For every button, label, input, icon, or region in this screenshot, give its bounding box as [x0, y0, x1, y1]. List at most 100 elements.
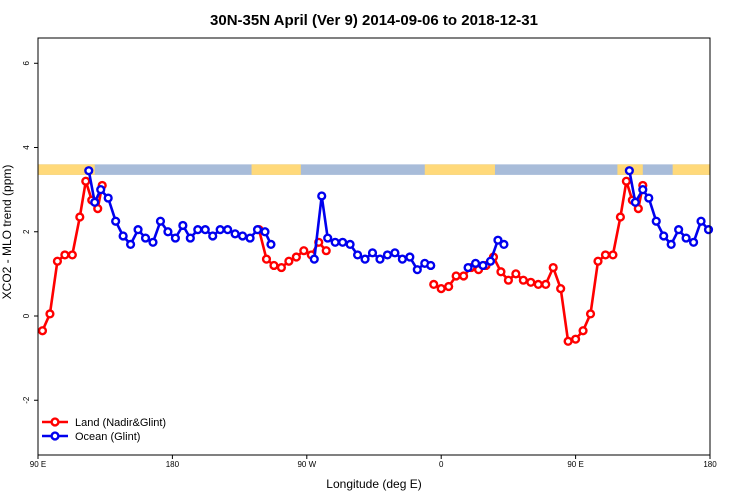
data-point	[215, 225, 225, 235]
y-tick-label: 0	[22, 313, 31, 318]
data-point	[478, 260, 488, 271]
x-tick-label: 0	[439, 460, 444, 469]
data-point	[338, 237, 348, 247]
data-point	[548, 262, 558, 273]
data-point	[556, 284, 566, 294]
x-tick-label: 90 E	[567, 460, 583, 469]
data-point	[352, 250, 363, 260]
data-point	[688, 237, 699, 247]
legend: Land (Nadir&Glint) Ocean (Glint)	[42, 417, 166, 443]
series-ocean	[84, 166, 714, 275]
data-point	[429, 279, 439, 290]
data-point	[252, 225, 263, 235]
data-point	[84, 166, 94, 176]
data-point	[67, 250, 77, 260]
data-point	[323, 233, 333, 243]
data-point	[52, 256, 63, 266]
data-point	[444, 281, 454, 292]
x-axis-label: Longitude (deg E)	[326, 477, 421, 491]
data-point	[703, 225, 714, 235]
data-point	[412, 265, 422, 275]
surface-type-band	[38, 164, 710, 175]
data-point	[541, 279, 551, 290]
data-point	[615, 212, 626, 222]
data-point	[397, 254, 407, 264]
data-point	[485, 256, 496, 266]
y-tick-label: 6	[22, 60, 31, 65]
data-point	[321, 246, 331, 256]
data-point	[291, 252, 301, 262]
plot-frame	[37, 37, 711, 456]
band-land	[424, 164, 495, 175]
data-point	[426, 260, 436, 271]
data-point	[330, 237, 340, 247]
chart-title: 30N-35N April (Ver 9) 2014-09-06 to 2018…	[210, 12, 538, 29]
legend-label: Ocean (Glint)	[75, 431, 140, 443]
data-point	[237, 231, 248, 241]
axis-ticks: 90 E 180 90 W 0 90 E 180 -2 0 2 4 6	[22, 60, 717, 469]
data-point	[193, 225, 203, 235]
data-point	[651, 216, 661, 226]
series-line	[433, 179, 645, 343]
data-point	[638, 185, 648, 195]
data-point	[493, 235, 503, 245]
data-point	[276, 262, 287, 273]
data-point	[499, 239, 509, 249]
data-point	[511, 269, 521, 279]
data-point	[644, 193, 654, 203]
data-point	[533, 279, 543, 290]
data-point	[45, 309, 55, 319]
data-point	[585, 309, 596, 319]
data-point	[593, 256, 603, 266]
legend-marker	[50, 417, 60, 427]
data-point	[223, 225, 233, 235]
data-point	[317, 191, 327, 201]
data-point	[526, 277, 536, 287]
data-point	[578, 326, 588, 336]
data-point	[284, 256, 294, 266]
data-point	[459, 271, 469, 281]
data-point	[60, 250, 70, 260]
data-point	[674, 225, 684, 235]
data-point	[367, 248, 378, 258]
data-point	[630, 197, 640, 207]
x-tick-label: 90 W	[297, 460, 316, 469]
data-point	[600, 250, 611, 260]
band-land	[251, 164, 301, 175]
data-point	[666, 239, 676, 249]
data-point	[496, 267, 506, 277]
legend-marker	[50, 431, 60, 441]
band-ocean	[38, 164, 710, 175]
data-point	[382, 250, 393, 260]
data-point	[463, 262, 473, 273]
data-point	[170, 233, 180, 243]
data-point	[624, 166, 634, 176]
data-point	[345, 239, 355, 249]
data-point	[96, 185, 106, 195]
data-point	[659, 231, 669, 241]
data-point	[81, 176, 91, 186]
data-point	[155, 216, 166, 226]
legend-label: Land (Nadir&Glint)	[75, 417, 166, 429]
data-point	[260, 227, 270, 237]
series-layer	[37, 166, 714, 346]
x-tick-label: 180	[703, 460, 717, 469]
x-tick-label: 90 E	[30, 460, 46, 469]
data-point	[309, 254, 319, 264]
data-point	[375, 254, 385, 264]
data-point	[245, 233, 255, 243]
data-point	[125, 239, 136, 249]
data-point	[37, 326, 48, 336]
y-axis-label: XCO2 - MLO trend (ppm)	[0, 165, 14, 300]
y-tick-label: 4	[22, 145, 31, 150]
data-point	[178, 220, 188, 231]
data-point	[696, 216, 706, 226]
y-tick-label: -2	[22, 396, 31, 404]
data-point	[436, 284, 446, 294]
data-point	[470, 258, 481, 268]
band-land	[672, 164, 710, 175]
data-point	[185, 233, 195, 243]
data-point	[140, 233, 151, 243]
data-point	[208, 231, 218, 241]
